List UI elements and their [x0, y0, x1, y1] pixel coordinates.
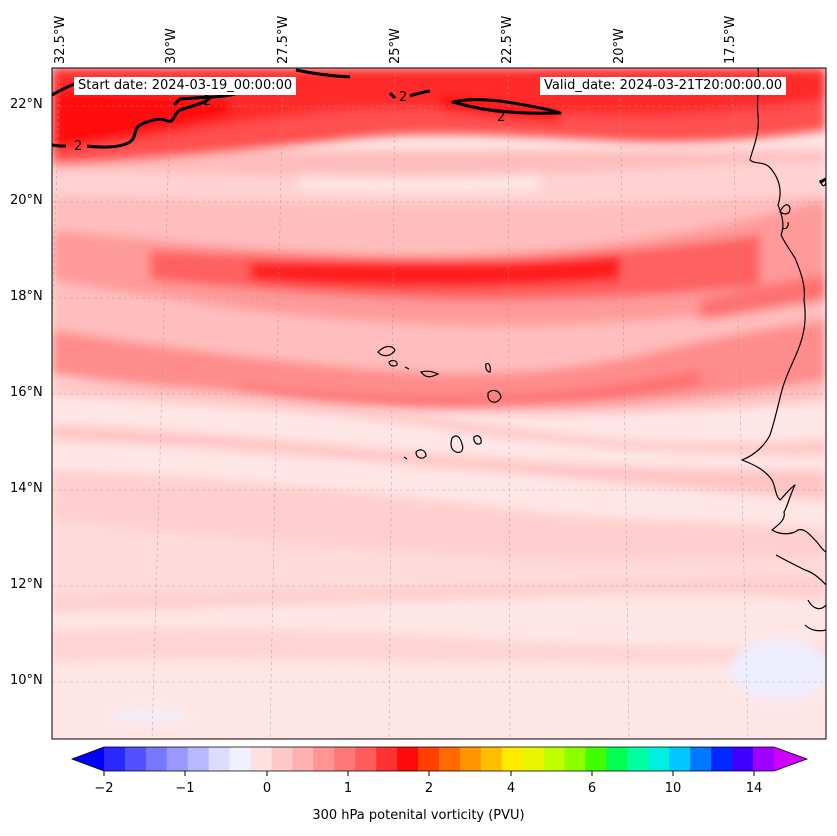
- lat-label: 16°N: [10, 385, 43, 400]
- lon-label: 30°W: [164, 28, 179, 64]
- colorbar-swatch: [564, 747, 587, 771]
- colorbar-swatch: [271, 747, 293, 771]
- colorbar-ticks: [103, 771, 755, 776]
- colorbar-swatch: [418, 747, 440, 771]
- colorbar-swatch: [459, 747, 482, 771]
- colorbar-swatch: [501, 747, 524, 771]
- lat-label: 20°N: [10, 193, 43, 208]
- colorbar-swatch: [606, 747, 628, 771]
- colorbar-outline: [70, 746, 809, 772]
- lat-label: 14°N: [10, 481, 43, 496]
- colorbar-swatch: [145, 747, 168, 771]
- colorbar-swatch: [439, 747, 461, 771]
- valid-date-label: Valid_date: 2024-03-21T20:00:00.00: [540, 77, 787, 95]
- lon-label: 22.5°W: [500, 15, 515, 64]
- colorbar-swatch: [480, 747, 503, 771]
- start-date-label: Start date: 2024-03-19_00:00:00: [74, 77, 297, 95]
- colorbar-tick-label: 10: [664, 781, 682, 796]
- colorbar-swatch: [292, 747, 314, 771]
- contour-label: 2: [203, 94, 211, 109]
- colorbar-swatch: [397, 747, 419, 771]
- colorbar-swatch: [711, 747, 733, 771]
- coastline: [741, 68, 826, 632]
- colorbar-swatch: [229, 747, 252, 771]
- colorbar-swatch: [313, 747, 335, 771]
- pv-field: 2 2 2 2: [52, 68, 826, 739]
- colorbar-swatch: [166, 747, 189, 771]
- colorbar-title: 300 hPa potenital vorticity (PVU): [312, 808, 525, 823]
- lat-label: 18°N: [10, 289, 43, 304]
- colorbar: [70, 746, 809, 772]
- colorbar-swatch: [250, 747, 272, 771]
- lat-label: 10°N: [10, 673, 43, 688]
- colorbar-tick-label: 4: [506, 781, 516, 796]
- map-frame: [51, 67, 827, 740]
- colorbar-swatch: [355, 747, 377, 771]
- colorbar-swatch: [648, 747, 670, 771]
- colorbar-extend-min: [72, 747, 104, 771]
- pv-contour-labels: 2 2 2 2: [74, 90, 505, 154]
- contour-label: 2: [497, 110, 505, 125]
- colorbar-extend-max: [774, 747, 807, 771]
- colorbar-swatch: [690, 747, 712, 771]
- contour-label: 2: [399, 90, 407, 105]
- colorbar-swatch: [732, 747, 754, 771]
- colorbar-swatch: [208, 747, 231, 771]
- colorbar-tick-label: 1: [343, 781, 353, 796]
- colorbar-swatch: [124, 747, 147, 771]
- contour-label: 2: [74, 139, 82, 154]
- colorbar-tick-label: 14: [745, 781, 763, 796]
- colorbar-swatch: [627, 747, 649, 771]
- colorbar-swatch: [187, 747, 210, 771]
- colorbar-tick-label: 2: [424, 781, 434, 796]
- colorbar-swatch: [104, 747, 126, 771]
- colorbar-tick-label: 0: [262, 781, 272, 796]
- colorbar-swatch: [669, 747, 691, 771]
- lat-label: 22°N: [10, 97, 43, 112]
- colorbar-swatch: [522, 747, 545, 771]
- lon-label: 25°W: [388, 28, 403, 64]
- colorbar-swatch: [543, 747, 566, 771]
- lon-label: 20°W: [612, 28, 627, 64]
- lon-label: 32.5°W: [53, 15, 68, 64]
- graticule: [52, 68, 826, 739]
- cape-verde-islands: [377, 345, 502, 460]
- lon-label: 17.5°W: [723, 15, 738, 64]
- colorbar-tick-label: −1: [175, 781, 195, 796]
- colorbar-swatch: [585, 747, 607, 771]
- colorbar-swatch: [376, 747, 398, 771]
- lat-label: 12°N: [10, 577, 43, 592]
- colorbar-tick-label: 6: [587, 781, 597, 796]
- colorbar-swatch: [334, 747, 356, 771]
- colorbar-tick-label: −2: [94, 781, 114, 796]
- colorbar-swatch: [753, 747, 775, 771]
- lon-label: 27.5°W: [276, 15, 291, 64]
